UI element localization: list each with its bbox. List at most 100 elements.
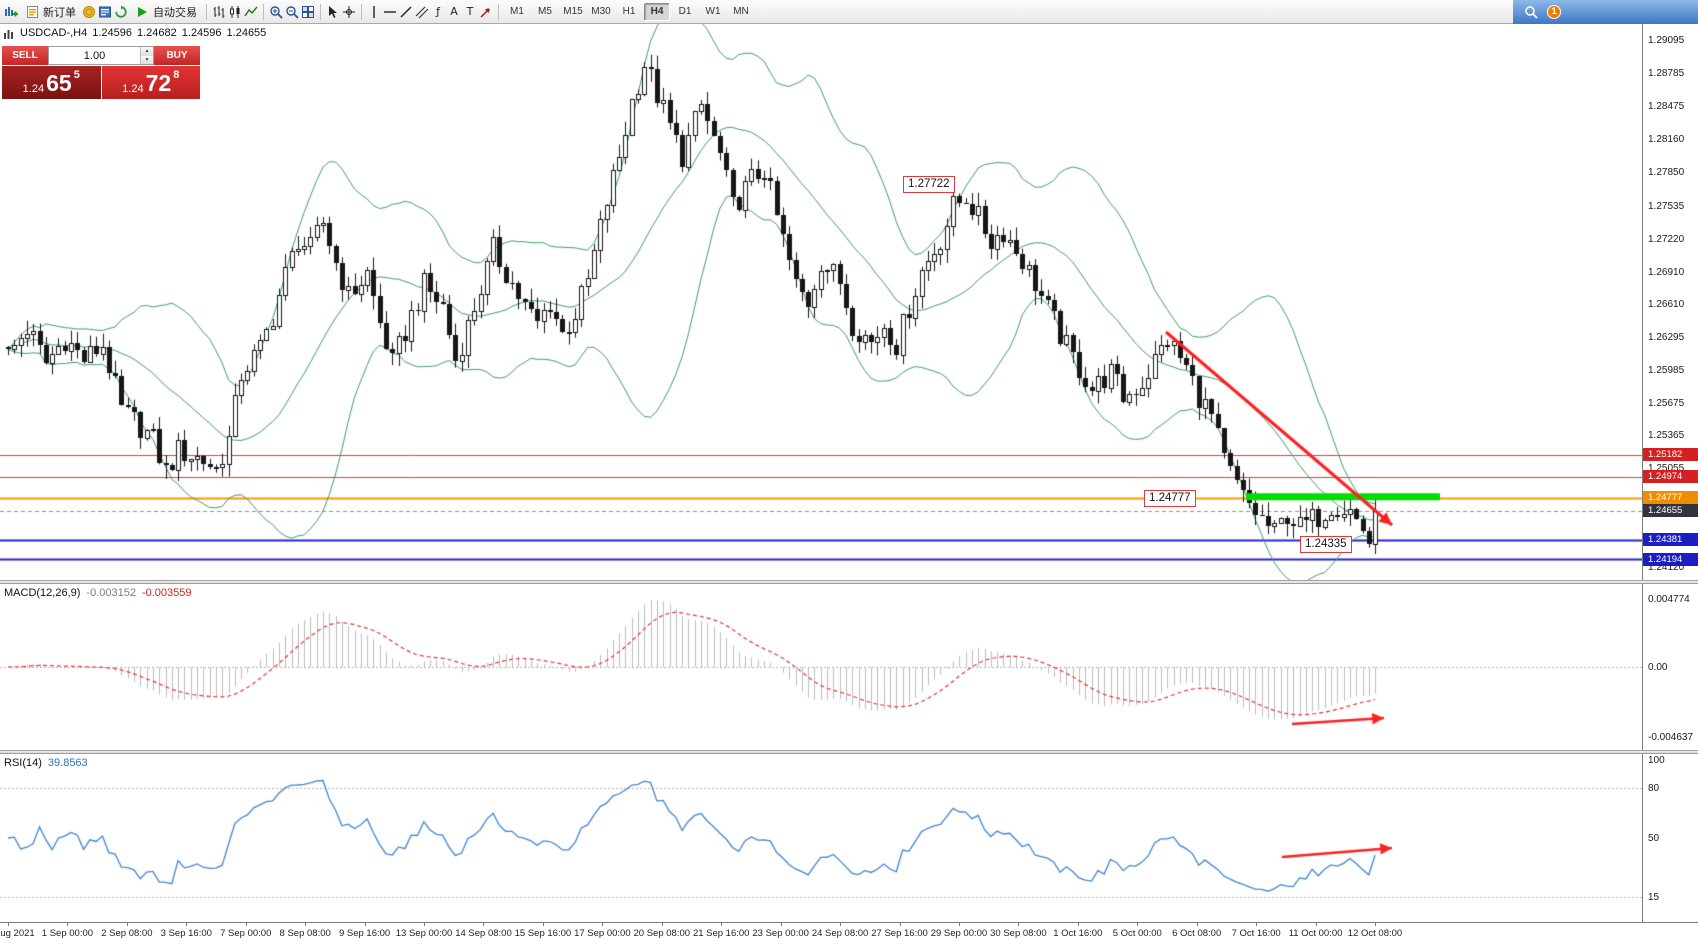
search-icon[interactable] xyxy=(1523,4,1539,20)
zoom-in-icon[interactable] xyxy=(268,4,284,20)
time-tick xyxy=(1018,923,1020,926)
timeframe-mn[interactable]: MN xyxy=(733,5,749,17)
price-level-badge: 1.24381 xyxy=(1643,533,1698,547)
new-order-label: 新订单 xyxy=(43,6,76,19)
arrows-tool-icon[interactable] xyxy=(478,4,494,20)
time-tick xyxy=(721,923,723,926)
autotrade-button[interactable]: 自动交易 xyxy=(129,2,202,22)
trendline-icon[interactable] xyxy=(398,4,414,20)
time-tick xyxy=(1196,923,1198,926)
deposit-icon[interactable] xyxy=(81,4,97,20)
new-chart-icon[interactable] xyxy=(3,4,19,20)
text-label-icon[interactable]: T xyxy=(462,4,478,20)
timeframe-m30[interactable]: M30 xyxy=(591,5,611,17)
lot-up-icon[interactable]: ▲ xyxy=(141,47,153,56)
time-label: 7 Oct 16:00 xyxy=(1231,928,1281,939)
price-tick: 1.27220 xyxy=(1648,233,1685,245)
vertical-line-icon[interactable] xyxy=(366,4,382,20)
time-label: 27 Sep 16:00 xyxy=(871,928,928,939)
time-label: 9 Sep 16:00 xyxy=(338,928,391,939)
time-tick xyxy=(483,923,485,926)
sell-tab[interactable]: SELL xyxy=(2,46,48,65)
quote-low: 1.24596 xyxy=(181,27,222,39)
market-watch-icon[interactable] xyxy=(97,4,113,20)
price-callout[interactable]: 1.24777 xyxy=(1144,490,1196,507)
symbol-chart-icon xyxy=(4,28,15,39)
timeframe-m5[interactable]: M5 xyxy=(538,5,552,17)
timeframe-m15[interactable]: M15 xyxy=(563,5,583,17)
line-chart-icon[interactable] xyxy=(243,4,259,20)
macd-canvas[interactable] xyxy=(0,584,1642,750)
timeframe-h1[interactable]: H1 xyxy=(622,5,636,17)
time-tick xyxy=(899,923,901,926)
price-callout[interactable]: 1.27722 xyxy=(903,176,955,193)
price-level-badge: 1.25182 xyxy=(1643,448,1698,462)
price-tick: 1.25675 xyxy=(1648,397,1685,409)
channel-icon[interactable] xyxy=(414,4,430,20)
titlebar-search-zone: 1 xyxy=(1513,0,1698,24)
timeframe-h4[interactable]: H4 xyxy=(644,2,670,21)
fibonacci-glyph: ƒ xyxy=(436,4,440,18)
price-tick: 1.28785 xyxy=(1648,68,1685,80)
crosshair-icon[interactable] xyxy=(341,4,357,20)
time-label: 12 Oct 08:00 xyxy=(1347,928,1403,939)
time-tick xyxy=(67,923,69,926)
text-icon[interactable]: A xyxy=(446,4,462,20)
price-level-badge: 1.24777 xyxy=(1643,491,1698,505)
autotrade-label: 自动交易 xyxy=(153,6,197,19)
sell-button[interactable]: 1.24 65 5 xyxy=(2,66,101,99)
notification-badge[interactable]: 1 xyxy=(1547,4,1561,19)
rsi-header: RSI(14) 39.8563 xyxy=(4,757,88,769)
time-tick xyxy=(602,923,604,926)
buy-price-prefix: 1.24 xyxy=(122,83,144,95)
time-tick xyxy=(840,923,842,926)
candlestick-chart-icon[interactable] xyxy=(227,4,243,20)
timeframe-w1[interactable]: W1 xyxy=(705,5,721,17)
symbol-period: USDCAD-,H4 xyxy=(20,27,88,39)
timeframe-m1[interactable]: M1 xyxy=(510,5,524,17)
price-chart-canvas[interactable] xyxy=(0,24,1642,580)
price-axis[interactable]: 1.29095 1.28785 1.28475 1.28160 1.27850 1.275… xyxy=(1642,24,1698,922)
zoom-group xyxy=(268,0,316,23)
refresh-icon[interactable] xyxy=(113,4,129,20)
rsi-canvas[interactable] xyxy=(0,754,1642,922)
time-label: 20 Sep 08:00 xyxy=(633,928,691,939)
macd-signal-value: -0.003559 xyxy=(141,587,192,599)
cursor-icon[interactable] xyxy=(325,4,341,20)
price-tick: 1.26610 xyxy=(1648,298,1685,310)
price-level-badge: 1.24655 xyxy=(1643,504,1698,518)
time-tick xyxy=(424,923,426,926)
time-tick xyxy=(1315,923,1317,926)
fibonacci-icon[interactable]: ƒ xyxy=(430,4,446,20)
time-tick xyxy=(1375,923,1376,926)
time-label: 24 Sep 08:00 xyxy=(811,928,869,939)
sell-price-prefix: 1.24 xyxy=(22,83,45,95)
time-axis[interactable]: 30 Aug 2021 1 Sep 00:00 2 Sep 08:00 3 Sep 1… xyxy=(0,922,1698,946)
toolbar-separator xyxy=(361,3,362,20)
horizontal-line-icon[interactable] xyxy=(382,4,398,20)
price-tick: 1.28160 xyxy=(1648,134,1685,146)
file-group: 新订单 自动交易 xyxy=(3,0,202,23)
price-level-badge: 1.24194 xyxy=(1643,552,1698,566)
macd-axis-tick: 0.004774 xyxy=(1648,594,1690,605)
lot-down-icon[interactable]: ▼ xyxy=(141,55,153,64)
buy-tab[interactable]: BUY xyxy=(154,46,200,65)
new-order-button[interactable]: 新订单 xyxy=(19,2,81,22)
lot-value[interactable]: 1.00 xyxy=(83,49,106,62)
zoom-out-icon[interactable] xyxy=(284,4,300,20)
timeframe-group: M1 M5 M15 M30 H1 H4 D1 W1 MN xyxy=(503,0,755,23)
timeframe-d1[interactable]: D1 xyxy=(678,5,692,17)
rsi-value: 39.8563 xyxy=(47,757,88,769)
bar-chart-icon[interactable] xyxy=(211,4,227,20)
time-tick xyxy=(245,923,247,926)
time-tick xyxy=(364,923,366,926)
price-callout[interactable]: 1.24335 xyxy=(1300,536,1352,553)
lot-spinner[interactable]: ▲ ▼ xyxy=(140,47,153,64)
panel-splitter[interactable] xyxy=(0,750,1698,754)
lot-size-field[interactable]: 1.00 ▲ ▼ xyxy=(48,46,154,65)
tile-windows-icon[interactable] xyxy=(300,4,316,20)
macd-value: -0.003152 xyxy=(86,587,136,599)
panel-splitter[interactable] xyxy=(0,580,1698,584)
price-tick: 1.26910 xyxy=(1648,266,1685,278)
buy-button[interactable]: 1.24 72 8 xyxy=(101,66,200,99)
